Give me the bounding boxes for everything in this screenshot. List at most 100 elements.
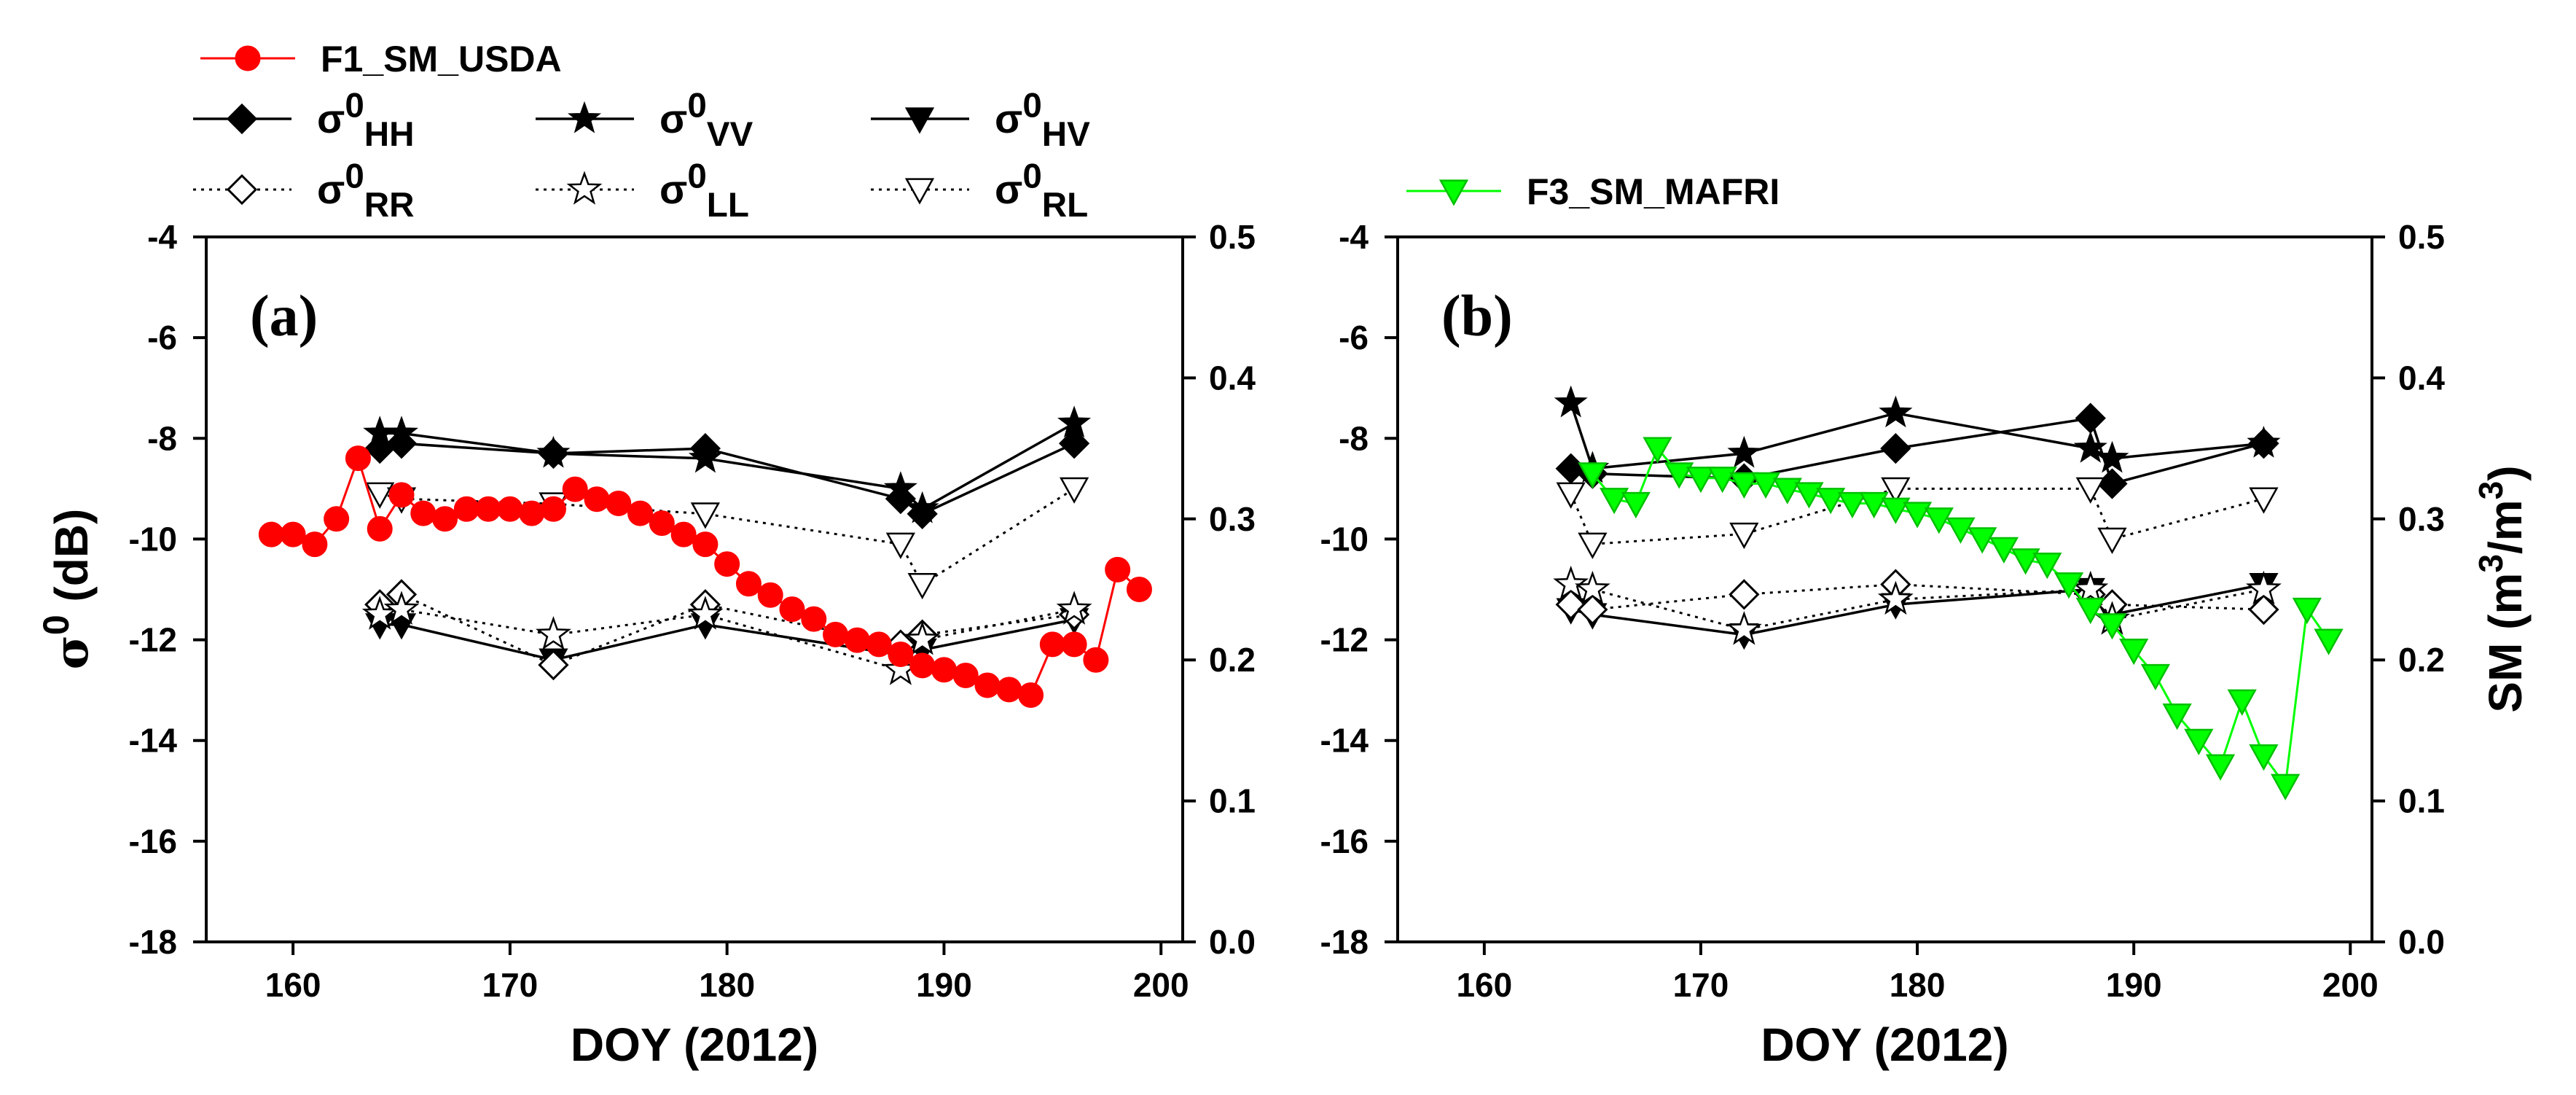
- data-point: [497, 496, 523, 522]
- y2-tick-label: 0.1: [2398, 782, 2445, 820]
- plot-frame: [1396, 235, 2373, 943]
- series-line: [1570, 582, 2264, 636]
- y2-tick-label: 0.3: [1209, 500, 1256, 538]
- y-tick-label: -8: [147, 419, 177, 457]
- series--0hv: [365, 608, 1089, 675]
- series-line: [380, 422, 1075, 511]
- data-point: [475, 496, 501, 522]
- data-point: [1772, 478, 1802, 504]
- data-point: [2271, 773, 2301, 800]
- legend-marker: [226, 103, 258, 135]
- data-point: [2054, 572, 2084, 599]
- x-tick-label: 180: [1890, 966, 1946, 1004]
- data-point: [952, 662, 979, 688]
- data-point: [1729, 579, 1760, 610]
- y2-tick-label: 0.0: [2398, 923, 2445, 961]
- legend-marker: [568, 101, 601, 133]
- data-point: [1039, 631, 1065, 658]
- data-point: [1555, 589, 1586, 620]
- y2-tick-label: 0.1: [1209, 782, 1256, 820]
- data-point: [1553, 565, 1589, 600]
- data-point: [688, 440, 722, 473]
- data-point: [2140, 663, 2171, 691]
- series-line: [1592, 446, 2330, 789]
- series--0rl: [1556, 477, 2279, 559]
- data-point: [735, 571, 762, 597]
- x-tick-label: 200: [1133, 966, 1189, 1004]
- legend-marker: [904, 107, 935, 134]
- data-point: [2249, 487, 2279, 514]
- x-tick-label: 180: [699, 966, 755, 1004]
- series-f3-sm-mafri: [1578, 437, 2344, 800]
- data-point: [536, 435, 571, 468]
- data-point: [2075, 402, 2106, 434]
- data-point: [1902, 502, 1933, 529]
- data-point: [1664, 462, 1694, 489]
- data-point: [931, 657, 957, 683]
- data-point: [1059, 477, 1089, 504]
- data-point: [1061, 631, 1087, 658]
- y2-tick-label: 0.3: [2398, 500, 2445, 538]
- series-line: [1570, 583, 2264, 631]
- data-point: [2097, 613, 2127, 640]
- series--0hv: [1556, 572, 2279, 650]
- data-point: [584, 486, 610, 513]
- data-point: [885, 532, 916, 559]
- data-point: [1726, 611, 1762, 645]
- y-tick-label: -18: [129, 923, 177, 961]
- data-point: [1018, 682, 1044, 709]
- y2-tick-label: 0.5: [1209, 218, 1256, 256]
- data-point: [1794, 482, 1824, 509]
- x-tick-label: 170: [1673, 966, 1729, 1004]
- data-point: [302, 531, 328, 558]
- x-tick-label: 160: [1456, 966, 1512, 1004]
- y2-tick-label: 0.2: [1209, 641, 1256, 679]
- data-point: [1555, 453, 1586, 484]
- data-point: [2292, 597, 2322, 625]
- data-point: [1643, 437, 1672, 464]
- data-point: [907, 572, 937, 600]
- legend-label-f1-sm-usda: F1_SM_USDA: [321, 39, 562, 79]
- data-point: [1621, 491, 1651, 519]
- data-point: [801, 606, 827, 632]
- data-point: [779, 596, 805, 623]
- data-point: [687, 596, 724, 630]
- data-point: [2095, 440, 2129, 473]
- data-point: [2314, 628, 2344, 655]
- data-point: [1554, 385, 1588, 418]
- y-tick-label: -16: [129, 822, 177, 860]
- legend-marker: [566, 171, 603, 205]
- data-point: [2227, 689, 2257, 716]
- data-point: [385, 416, 418, 448]
- series--0rr: [1555, 569, 2279, 626]
- data-point: [2097, 468, 2128, 499]
- data-point: [670, 521, 697, 548]
- data-point: [1727, 435, 1761, 468]
- data-point: [1578, 462, 1608, 489]
- x-axis-title: DOY (2012): [1761, 1018, 2008, 1071]
- data-point: [365, 482, 395, 509]
- data-point: [1729, 522, 1759, 550]
- data-point: [280, 521, 306, 548]
- data-point: [410, 500, 436, 526]
- y2-tick-label: 0.0: [1209, 923, 1256, 961]
- y-tick-label: -14: [129, 722, 178, 760]
- data-point: [383, 591, 420, 625]
- data-point: [1924, 507, 1954, 534]
- legend-label-ll: σ0LL: [659, 157, 749, 225]
- data-point: [2162, 703, 2192, 730]
- data-point: [904, 620, 941, 655]
- data-point: [2248, 594, 2279, 626]
- data-point: [1578, 532, 1608, 559]
- legend-label-rl: σ0RL: [995, 157, 1088, 225]
- y-tick-label: -8: [1339, 419, 1369, 457]
- data-point: [714, 551, 740, 577]
- x-tick-label: 190: [916, 966, 972, 1004]
- x-axis-title: DOY (2012): [571, 1018, 818, 1071]
- data-point: [823, 621, 849, 647]
- y-tick-label: -4: [147, 218, 177, 256]
- data-point: [432, 506, 458, 532]
- data-point: [538, 649, 569, 681]
- data-point: [1577, 594, 1608, 626]
